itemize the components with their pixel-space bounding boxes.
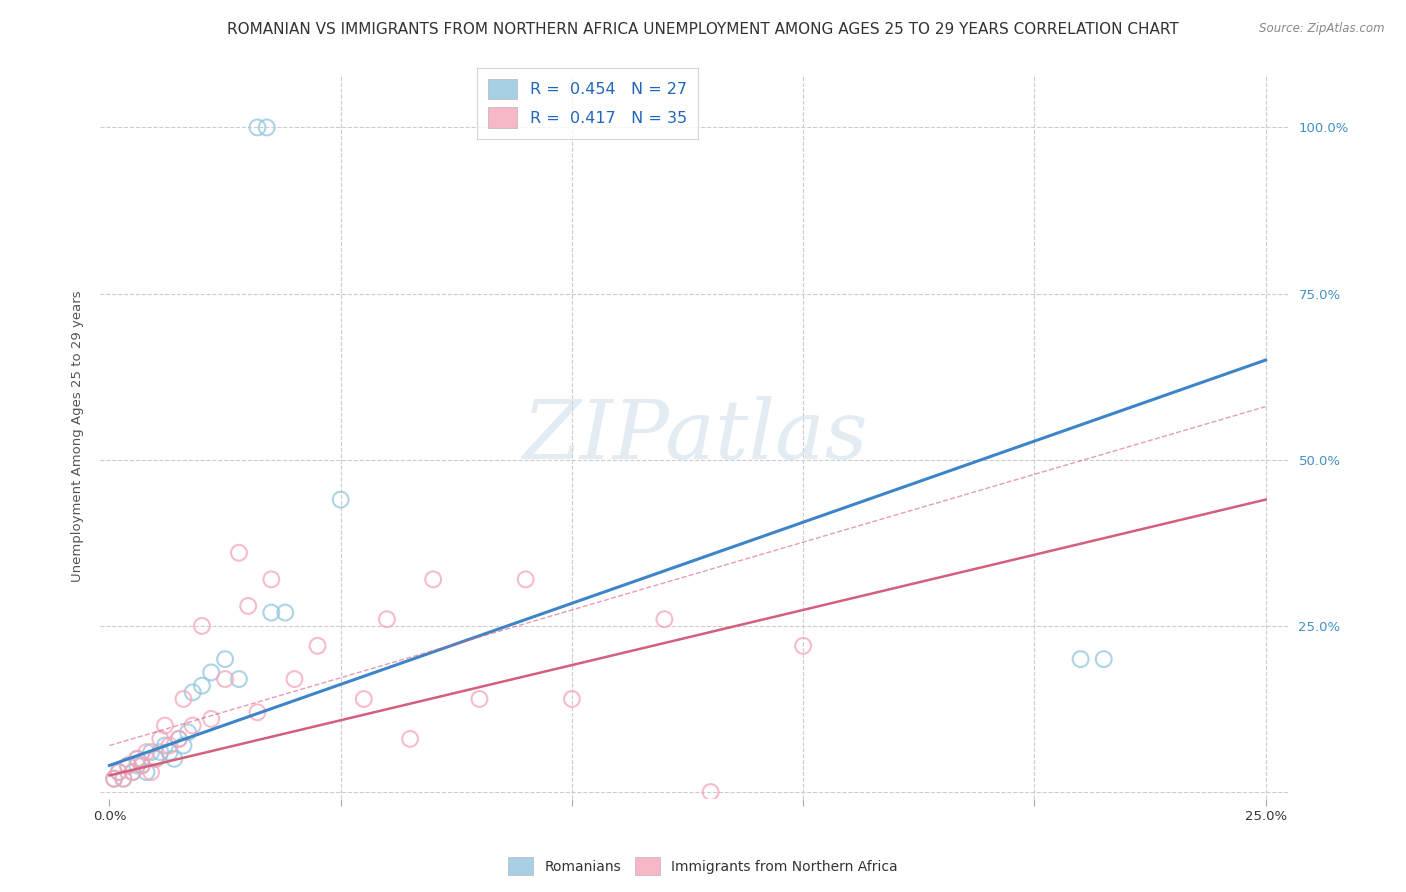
Point (127, 758, 149, 772)
Point (177, 725, 200, 739)
Point (191, 679, 214, 693)
Point (283, 672, 305, 686)
Point (163, 752, 186, 766)
Point (246, 120, 269, 135)
Point (329, 492, 352, 507)
Legend: Romanians, Immigrants from Northern Africa: Romanians, Immigrants from Northern Afri… (503, 852, 903, 880)
Point (256, 120, 278, 135)
Point (654, 612, 676, 626)
Point (153, 718, 176, 732)
Point (167, 731, 190, 746)
Point (228, 546, 250, 560)
Text: Source: ZipAtlas.com: Source: ZipAtlas.com (1260, 22, 1385, 36)
Point (131, 758, 153, 772)
Text: ZIPatlas: ZIPatlas (522, 396, 868, 476)
Point (117, 758, 139, 772)
Point (117, 758, 139, 772)
Point (214, 652, 236, 666)
Point (399, 731, 422, 746)
Point (260, 606, 283, 620)
Point (260, 573, 283, 587)
Text: ROMANIAN VS IMMIGRANTS FROM NORTHERN AFRICA UNEMPLOYMENT AMONG AGES 25 TO 29 YEA: ROMANIAN VS IMMIGRANTS FROM NORTHERN AFR… (228, 22, 1178, 37)
Point (191, 619, 214, 633)
Point (127, 752, 149, 766)
Point (375, 612, 398, 626)
Y-axis label: Unemployment Among Ages 25 to 29 years: Unemployment Among Ages 25 to 29 years (72, 291, 84, 582)
Point (103, 772, 125, 786)
Point (468, 692, 491, 706)
Point (200, 665, 222, 680)
Point (172, 692, 194, 706)
Point (139, 745, 162, 759)
Point (1092, 652, 1115, 666)
Point (153, 739, 176, 753)
Point (246, 706, 269, 720)
Point (121, 765, 143, 780)
Point (353, 692, 375, 706)
Point (172, 739, 194, 753)
Point (159, 745, 181, 759)
Point (112, 772, 135, 786)
Point (149, 731, 172, 746)
Point (181, 718, 204, 732)
Point (145, 752, 167, 766)
Point (112, 772, 135, 786)
Point (200, 712, 222, 726)
Point (1070, 652, 1092, 666)
Point (103, 772, 125, 786)
Point (159, 739, 181, 753)
Point (214, 672, 236, 686)
Point (274, 606, 297, 620)
Point (238, 599, 260, 613)
Point (699, 785, 721, 799)
Legend: R =  0.454   N = 27, R =  0.417   N = 35: R = 0.454 N = 27, R = 0.417 N = 35 (477, 68, 697, 139)
Point (135, 765, 157, 780)
Point (228, 672, 250, 686)
Point (561, 692, 583, 706)
Point (307, 639, 329, 653)
Point (181, 685, 204, 699)
Point (167, 731, 190, 746)
Point (107, 765, 129, 780)
Point (121, 765, 143, 780)
Point (139, 765, 162, 780)
Point (107, 765, 129, 780)
Point (127, 752, 149, 766)
Point (792, 639, 814, 653)
Point (135, 745, 157, 759)
Point (145, 752, 167, 766)
Point (149, 745, 172, 759)
Point (422, 573, 444, 587)
Point (131, 758, 153, 772)
Point (515, 573, 537, 587)
